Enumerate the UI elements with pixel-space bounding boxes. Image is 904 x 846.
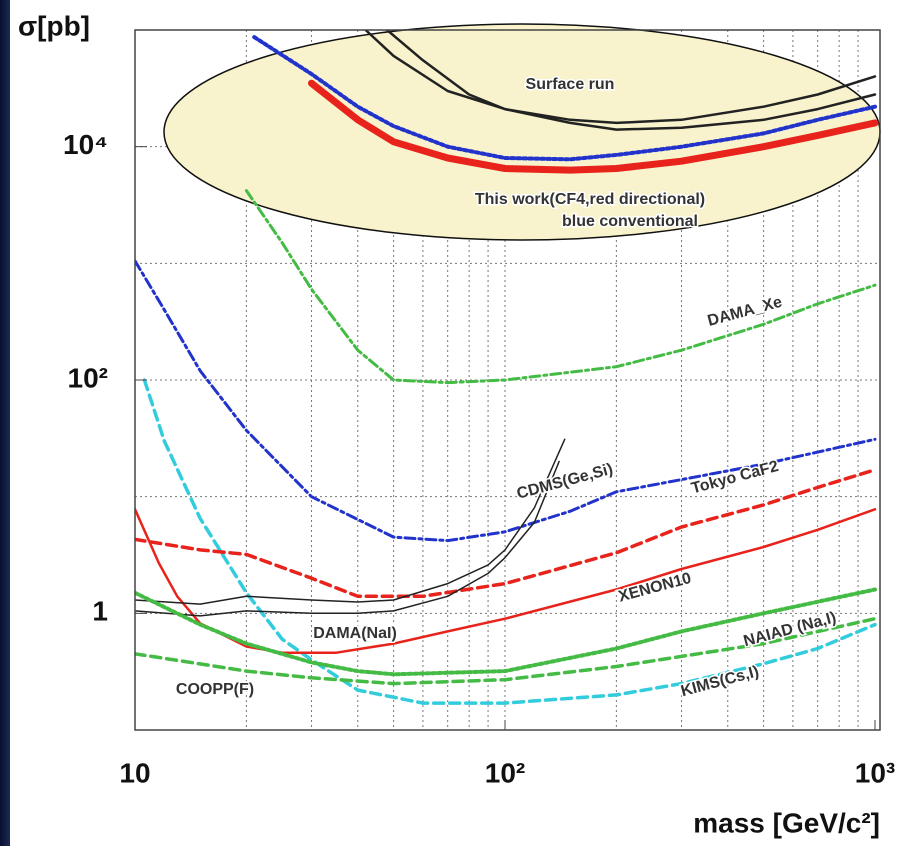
series-label: KIMS(Cs,I) [679, 663, 761, 700]
series-label: Surface run [526, 76, 615, 93]
series-label: Tokyo CaF2 [690, 458, 781, 498]
series-label: COOPP(F) [176, 681, 254, 698]
series-line [364, 30, 877, 125]
curves [135, 30, 879, 705]
series-label: DAMA(NaI) [313, 625, 397, 642]
series-line [135, 460, 560, 617]
y-tick-label: 10⁴ [63, 129, 108, 160]
x-axis-label: mass [GeV/c²] [693, 807, 880, 838]
series-line [135, 468, 877, 599]
y-axis-label: σ[pb] [18, 10, 90, 41]
background-strip [0, 0, 10, 846]
series-line [135, 587, 877, 677]
series-label: DAMA_Xe [706, 294, 784, 330]
series-line [252, 35, 877, 162]
x-tick-label: 10² [485, 757, 525, 788]
series-line [244, 189, 877, 385]
x-tick-label: 10³ [855, 757, 895, 788]
series-line [142, 378, 877, 705]
y-tick-label: 1 [92, 596, 108, 627]
y-tick-label: 10² [68, 362, 108, 393]
series-line [385, 30, 877, 131]
series-label: This work(CF4,red directional) [475, 191, 705, 208]
series-line [135, 616, 877, 686]
x-tick-label: 10 [119, 757, 150, 788]
series-label: blue conventional [562, 213, 698, 230]
series-line [308, 79, 879, 174]
series-line [135, 508, 877, 654]
series-line [135, 438, 566, 605]
series-label: CDMS(Ge,Si) [515, 461, 615, 503]
series-line [135, 259, 877, 543]
